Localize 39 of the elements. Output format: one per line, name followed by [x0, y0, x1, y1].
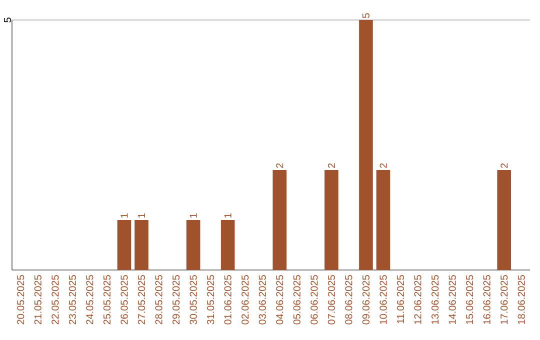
x-tick-label: 24.05.2025: [86, 275, 94, 324]
x-tick-label: 20.05.2025: [17, 275, 24, 324]
x-tick-label: 17.06.2025: [500, 275, 508, 324]
data-label: 2: [328, 163, 335, 168]
data-label: 1: [190, 213, 197, 218]
x-tick-label: 31.05.2025: [207, 275, 214, 324]
data-label: 2: [380, 163, 387, 168]
x-tick-label: 16.06.2025: [483, 275, 490, 324]
x-tick-label: 28.05.2025: [155, 275, 162, 324]
x-tick-label: 25.05.2025: [103, 275, 111, 324]
x-tick-label: 11.06.2025: [396, 275, 404, 324]
x-tick-label: 27.05.2025: [138, 275, 146, 324]
x-tick-label: 14.06.2025: [448, 275, 456, 324]
x-tick-label: 07.06.2025: [328, 275, 335, 324]
data-label: 5: [362, 13, 370, 18]
data-label: 1: [138, 213, 145, 218]
x-tick-label: 03.06.2025: [258, 275, 266, 324]
x-tick-label: 26.05.2025: [120, 275, 128, 324]
x-tick-label: 04.06.2025: [276, 275, 284, 324]
x-tick-label: 02.06.2025: [242, 275, 249, 324]
x-tick-label: 09.06.2025: [362, 275, 370, 324]
x-tick-label: 15.06.2025: [466, 275, 474, 324]
x-tick-label: 18.06.2025: [518, 275, 525, 324]
x-tick-label: 08.06.2025: [345, 275, 352, 324]
x-tick-label: 01.06.2025: [224, 275, 232, 324]
data-label: 1: [120, 213, 128, 218]
x-tick-label: 21.05.2025: [34, 275, 42, 324]
x-tick-label: 13.06.2025: [431, 275, 439, 324]
x-tick-label: 22.05.2025: [52, 275, 59, 324]
data-label: 2: [500, 163, 508, 168]
data-label: 2: [276, 163, 284, 168]
x-tick-label: 06.06.2025: [310, 275, 318, 324]
x-tick-label: 10.06.2025: [380, 275, 387, 324]
x-tick-label: 29.05.2025: [172, 275, 180, 324]
x-tick-label: 12.06.2025: [414, 275, 422, 324]
x-tick-label: 05.06.2025: [293, 275, 300, 324]
data-label: 1: [224, 213, 232, 218]
x-tick-label: 30.05.2025: [190, 275, 197, 324]
x-tick-label: 23.05.2025: [68, 275, 76, 324]
